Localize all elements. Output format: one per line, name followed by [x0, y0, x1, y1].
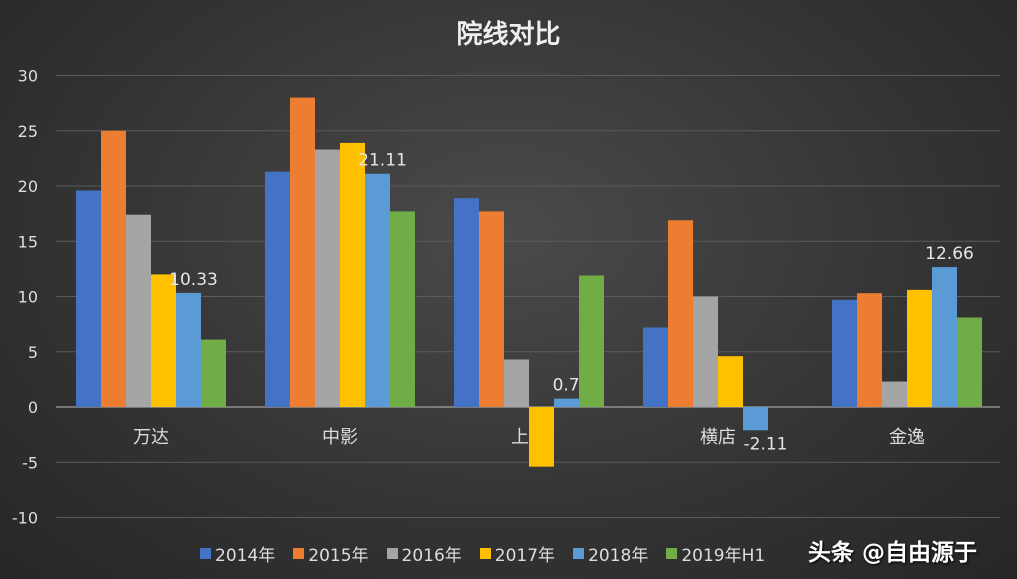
watermark: 头条 @自由源于: [808, 540, 978, 566]
bar: [365, 173, 390, 407]
y-tick-label: -5: [22, 453, 38, 472]
legend-item: 2017年: [479, 541, 556, 566]
bar: [101, 130, 126, 407]
bar: [201, 339, 226, 407]
y-tick-label: 20: [18, 177, 38, 196]
y-tick-label: 15: [18, 232, 38, 251]
legend-swatch: [666, 548, 678, 559]
bar: [529, 407, 554, 467]
legend-label: 2016年: [401, 546, 462, 566]
data-label: -2.11: [744, 434, 788, 454]
legend: 2014年 2015年 2016年 2017年 2018年 2019年H1: [200, 541, 783, 566]
bar: [693, 296, 718, 407]
bar: [504, 359, 529, 407]
legend-swatch: [386, 548, 398, 559]
bar: [126, 214, 151, 407]
x-tick-label: 中影: [322, 427, 358, 448]
bar: [882, 381, 907, 407]
bar: [832, 299, 857, 407]
bar: [554, 398, 579, 407]
bar: [932, 267, 957, 407]
y-tick-label: 10: [18, 288, 38, 307]
bar: [315, 149, 340, 407]
legend-item: 2019年H1: [666, 541, 765, 566]
bar: [857, 293, 882, 407]
legend-item: 2014年: [200, 541, 275, 566]
chart-title: 院线对比: [456, 20, 561, 50]
bar: [340, 142, 365, 407]
bar: [479, 211, 504, 407]
x-tick-label: 金逸: [889, 427, 925, 448]
bar: [76, 190, 101, 407]
legend-item: 2016年: [386, 541, 462, 566]
bar: [957, 317, 982, 407]
bar: [390, 211, 415, 407]
x-tick-label: 万达: [133, 427, 169, 448]
bar: [290, 97, 315, 407]
bar: [176, 292, 201, 407]
y-tick-label: 25: [18, 122, 38, 141]
data-label: 21.11: [358, 151, 407, 171]
bar: [718, 356, 743, 407]
legend-label: 2015年: [308, 546, 369, 566]
y-tick-label: -10: [12, 509, 38, 528]
y-tick-label: 0: [28, 398, 38, 417]
y-tick-label: 30: [18, 67, 38, 86]
bar: [151, 274, 176, 407]
bar: [907, 289, 932, 407]
legend-swatch: [573, 548, 585, 559]
legend-label: 2018年: [588, 546, 649, 566]
bar: [643, 327, 668, 407]
bar: [668, 220, 693, 407]
legend-label: 2014年: [215, 546, 276, 566]
legend-swatch: [200, 548, 211, 559]
x-tick-label: 横店: [700, 427, 736, 448]
legend-label: 2019年H1: [681, 546, 766, 566]
legend-item: 2018年: [573, 541, 648, 566]
legend-label: 2017年: [494, 546, 556, 566]
bar: [265, 171, 290, 407]
bar: [743, 407, 768, 431]
data-label: 10.33: [169, 270, 218, 290]
legend-swatch: [479, 548, 491, 559]
y-tick-label: 5: [28, 343, 38, 362]
data-label: 12.66: [925, 244, 974, 264]
bar: [579, 275, 604, 407]
legend-item: 2015年: [293, 541, 369, 566]
legend-swatch: [293, 548, 305, 559]
bar: [454, 198, 479, 407]
